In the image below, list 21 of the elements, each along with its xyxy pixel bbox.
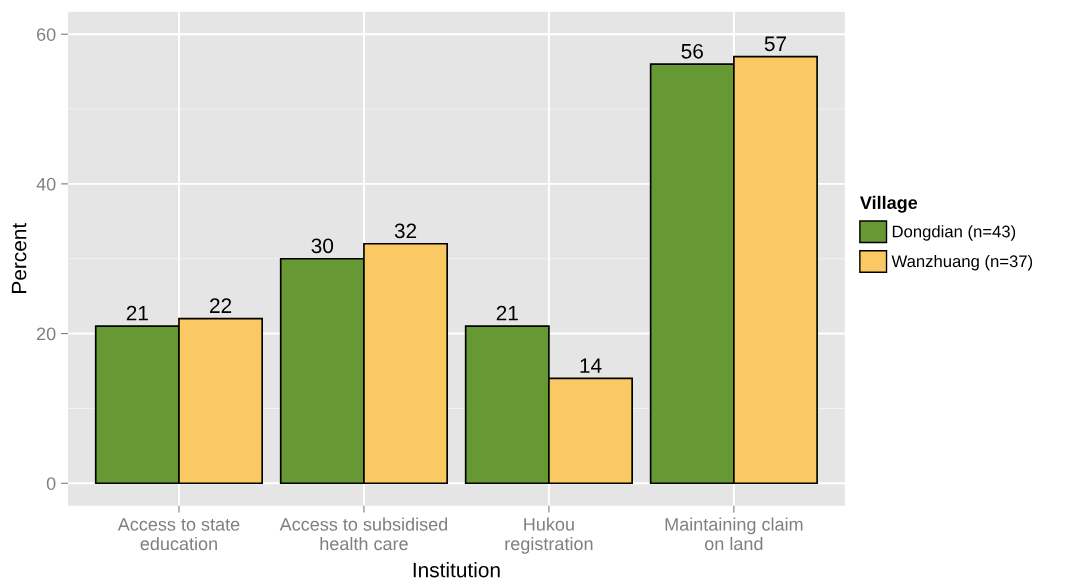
x-tick-label: Hukou registration xyxy=(505,517,593,554)
x-tick-label: Access to subsidised health care xyxy=(279,517,448,551)
y-tick-label: 0 xyxy=(46,477,56,490)
x-tick-label: Maintaining claim on land xyxy=(665,517,803,551)
data-label: 30 xyxy=(311,238,334,254)
data-label: 56 xyxy=(681,43,703,59)
data-label: 14 xyxy=(580,358,602,373)
data-label: 21 xyxy=(496,305,518,321)
legend-title: Village xyxy=(859,195,918,213)
data-label: 32 xyxy=(394,223,417,239)
y-axis-title: Percent xyxy=(11,222,27,293)
y-tick-label: 20 xyxy=(37,327,56,341)
x-axis-title: Institution xyxy=(413,562,500,578)
data-label: 22 xyxy=(210,298,232,313)
x-tick-label: Access to state education xyxy=(117,518,240,551)
y-tick-label: 60 xyxy=(37,28,56,41)
legend-label: Dongdian (n=43) xyxy=(892,225,1016,241)
y-tick-label: 40 xyxy=(36,177,56,191)
data-label: 21 xyxy=(126,305,148,321)
data-label: 57 xyxy=(764,36,787,52)
legend-label: Wanzhuang (n=37) xyxy=(891,254,1033,271)
